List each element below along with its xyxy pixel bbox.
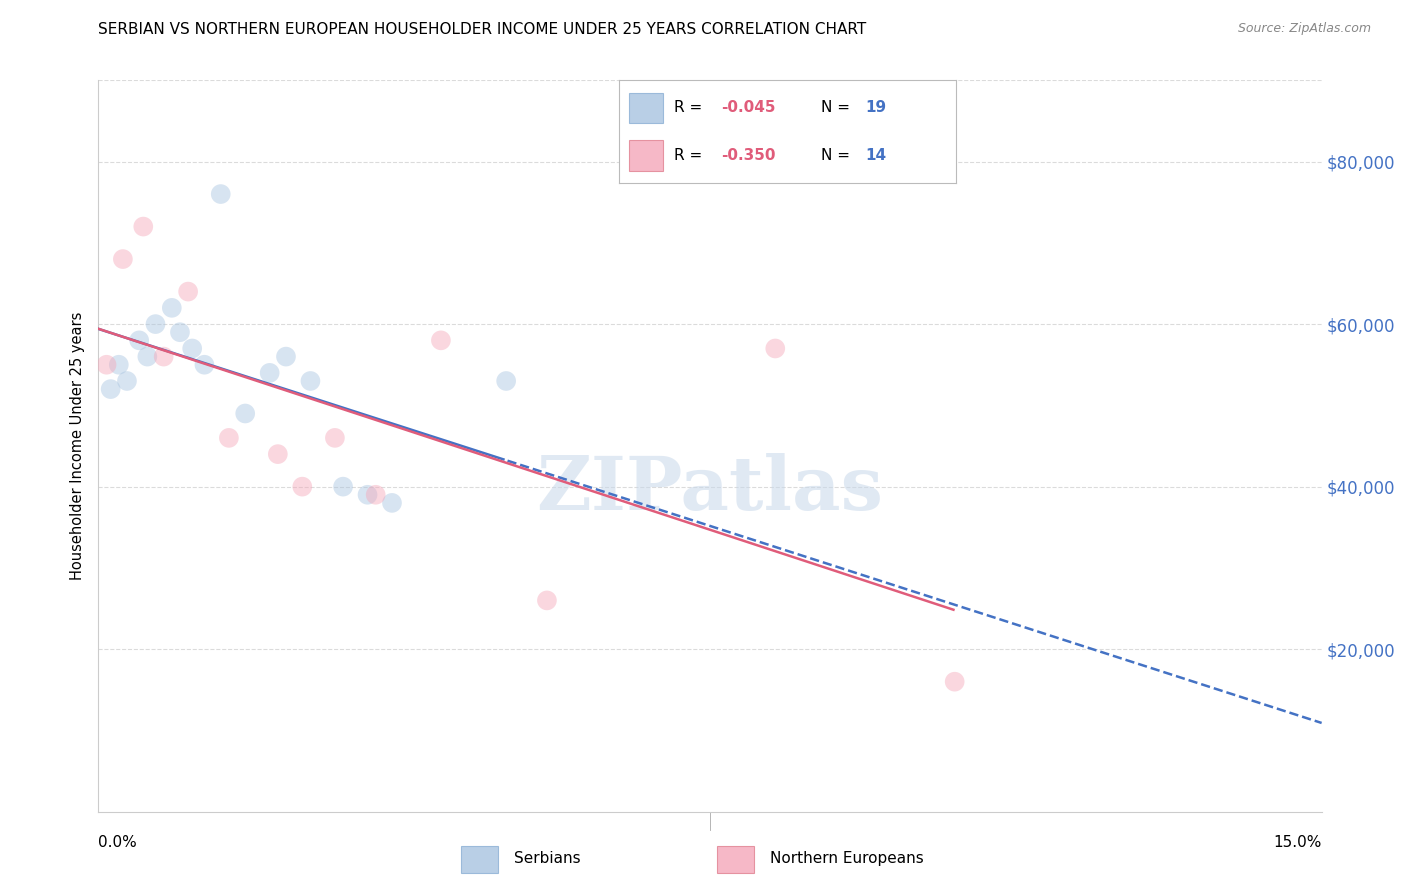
- Text: N =: N =: [821, 100, 855, 115]
- Point: [323, 431, 346, 445]
- Text: -0.045: -0.045: [721, 100, 776, 115]
- Point: [332, 480, 354, 494]
- Text: R =: R =: [675, 100, 707, 115]
- Point: [291, 480, 314, 494]
- Point: [169, 325, 191, 339]
- Point: [108, 358, 131, 372]
- Point: [943, 674, 966, 689]
- FancyBboxPatch shape: [717, 847, 755, 873]
- Point: [136, 350, 159, 364]
- Point: [364, 488, 387, 502]
- Point: [218, 431, 240, 445]
- Text: Serbians: Serbians: [515, 851, 581, 866]
- Point: [111, 252, 134, 266]
- Point: [536, 593, 558, 607]
- Point: [177, 285, 200, 299]
- Point: [259, 366, 281, 380]
- Point: [115, 374, 138, 388]
- FancyBboxPatch shape: [628, 140, 662, 170]
- Text: ZIPatlas: ZIPatlas: [537, 453, 883, 526]
- Text: 19: 19: [865, 100, 886, 115]
- Text: 15.0%: 15.0%: [1274, 836, 1322, 850]
- Text: Northern Europeans: Northern Europeans: [770, 851, 924, 866]
- Y-axis label: Householder Income Under 25 years: Householder Income Under 25 years: [70, 312, 86, 580]
- Point: [160, 301, 183, 315]
- Point: [763, 342, 786, 356]
- Text: 0.0%: 0.0%: [98, 836, 138, 850]
- Text: R =: R =: [675, 148, 707, 163]
- Point: [267, 447, 290, 461]
- Text: -0.350: -0.350: [721, 148, 776, 163]
- Point: [299, 374, 322, 388]
- Point: [209, 187, 232, 202]
- Point: [274, 350, 297, 364]
- Point: [181, 342, 204, 356]
- Point: [193, 358, 215, 372]
- Point: [356, 488, 378, 502]
- FancyBboxPatch shape: [628, 93, 662, 123]
- Text: 14: 14: [865, 148, 886, 163]
- Point: [381, 496, 404, 510]
- Point: [96, 358, 118, 372]
- Point: [495, 374, 517, 388]
- Point: [152, 350, 174, 364]
- Point: [128, 334, 150, 348]
- FancyBboxPatch shape: [461, 847, 498, 873]
- Text: SERBIAN VS NORTHERN EUROPEAN HOUSEHOLDER INCOME UNDER 25 YEARS CORRELATION CHART: SERBIAN VS NORTHERN EUROPEAN HOUSEHOLDER…: [98, 22, 866, 37]
- Point: [132, 219, 155, 234]
- Text: N =: N =: [821, 148, 855, 163]
- Point: [145, 317, 167, 331]
- Point: [233, 407, 256, 421]
- Point: [100, 382, 122, 396]
- Text: Source: ZipAtlas.com: Source: ZipAtlas.com: [1237, 22, 1371, 36]
- Point: [430, 334, 453, 348]
